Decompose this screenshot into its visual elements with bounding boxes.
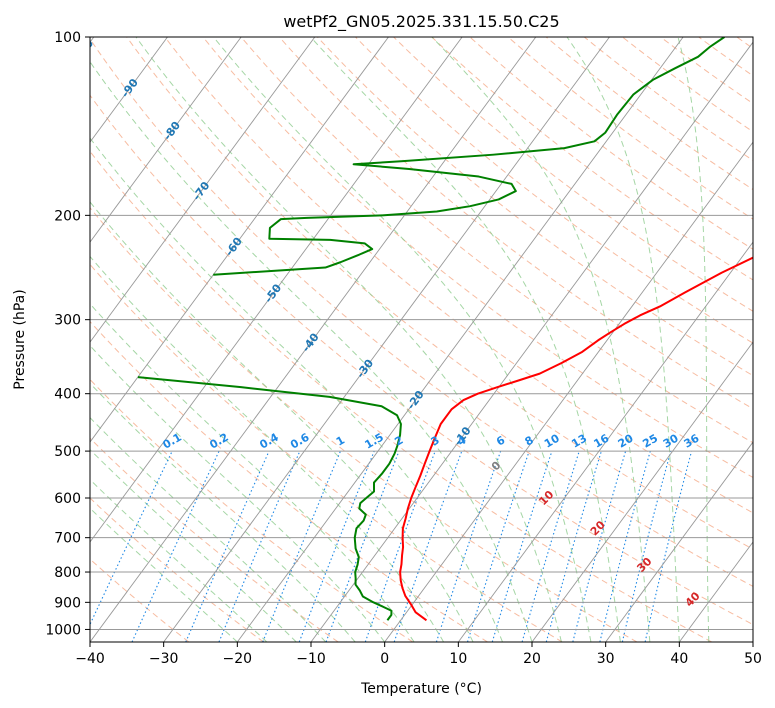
mixing-ratio-line	[491, 450, 553, 642]
x-tick-label: −10	[296, 651, 326, 667]
temperature-profile	[399, 256, 753, 622]
plot-area: -100-90-80-70-60-50-40-30-20-100.10.20.4…	[90, 37, 753, 642]
mixing-ratio-line	[435, 450, 502, 642]
mixing-ratio-line	[185, 450, 270, 642]
x-tick-label: −40	[75, 651, 105, 667]
x-tick-label: 20	[523, 651, 541, 667]
isotherm-line	[163, 37, 610, 642]
y-tick-label: 800	[54, 565, 81, 581]
mixing-ratio-line	[218, 450, 301, 642]
y-tick-label: 900	[54, 595, 81, 611]
y-tick-label: 200	[54, 208, 81, 224]
y-tick-label: 400	[54, 387, 81, 403]
isotherm-line	[605, 441, 753, 642]
dry-adiabat-line	[317, 37, 753, 377]
isotherm-line	[90, 37, 389, 443]
isotherm-line	[457, 241, 753, 642]
moist-adiabat-line	[90, 416, 327, 642]
moist-adiabat-line	[90, 255, 445, 642]
moist-adiabats	[90, 37, 710, 642]
moist-adiabat-line	[431, 37, 651, 642]
x-tick-label: 0	[380, 651, 389, 667]
y-tick-label: 500	[54, 444, 81, 460]
moist-adiabat-line	[90, 60, 533, 642]
dry-adiabat-line	[355, 37, 753, 344]
x-axis-label: Temperature (°C)	[360, 681, 482, 697]
isotherm-line	[531, 341, 753, 642]
y-axis-label: Pressure (hPa)	[12, 289, 28, 389]
y-tick-label: 1000	[45, 622, 81, 638]
y-tick-label: 700	[54, 531, 81, 547]
y-tick-label: 100	[54, 30, 81, 46]
moist-adiabat-line	[90, 448, 297, 642]
mixing-ratio-line	[466, 450, 530, 642]
mixing-ratio-line	[262, 450, 341, 642]
mixing-ratio-line	[364, 450, 436, 642]
isotherm-line	[90, 37, 168, 143]
x-tick-label: 50	[744, 651, 762, 667]
dry-adiabat-line	[90, 263, 563, 642]
moist-adiabat-line	[90, 478, 268, 642]
moist-adiabat-line	[90, 303, 415, 642]
dry-adiabat-line	[90, 206, 638, 642]
isotherm-line	[384, 141, 753, 642]
isotherm-line	[90, 37, 463, 543]
isotherm-line	[310, 41, 753, 642]
isotherm-line	[236, 37, 684, 642]
plot-frame	[89, 36, 754, 643]
dry-adiabat-line	[164, 37, 753, 514]
x-tick-label: 30	[597, 651, 615, 667]
dewpoint-profile	[137, 376, 402, 621]
dry-adiabat-line	[126, 37, 753, 550]
mixing-ratio-line	[599, 450, 651, 642]
chart-title: wetPf2_GN05.2025.331.15.50.C25	[283, 12, 559, 32]
isotherm-line	[90, 37, 537, 642]
y-tick-label: 600	[54, 491, 81, 507]
moist-adiabat-line	[90, 344, 386, 642]
mixing-ratio-line	[621, 450, 672, 642]
mixing-ratio-line	[545, 450, 602, 642]
dry-adiabat-line	[90, 150, 712, 642]
axes: −40 −30 −20 −10 0 10 20 30 40 50 100 200 300 400 500 60…	[45, 30, 762, 667]
profiles	[137, 37, 753, 622]
dry-adiabat-line	[90, 94, 753, 626]
moist-adiabat-line	[90, 507, 238, 642]
dry-adiabat-line	[90, 38, 753, 587]
moist-adiabat-line	[213, 37, 592, 642]
moist-adiabat-line	[90, 137, 503, 642]
x-tick-label: 10	[449, 651, 467, 667]
mixing-ratio-line	[521, 450, 580, 642]
moist-adiabat-line	[90, 201, 474, 642]
dry-adiabat-line	[278, 37, 753, 410]
mixing-ratio-line	[572, 450, 627, 642]
moist-adiabat-line	[310, 37, 621, 642]
moist-adiabat-line	[135, 37, 562, 642]
moist-adiabat-line	[90, 382, 356, 642]
isotherms	[90, 37, 753, 642]
isobars	[90, 37, 753, 630]
x-tick-label: 40	[670, 651, 688, 667]
mixing-ratio-line	[325, 450, 400, 642]
isotherm-line	[90, 37, 316, 343]
isotherm-line	[90, 37, 242, 243]
x-tick-label: −20	[223, 651, 253, 667]
moist-adiabat-line	[566, 37, 680, 642]
dewpoint-profile	[213, 37, 725, 276]
x-tick-label: −30	[149, 651, 179, 667]
y-tick-label: 300	[54, 313, 81, 329]
mixing-ratio-line	[298, 450, 375, 642]
